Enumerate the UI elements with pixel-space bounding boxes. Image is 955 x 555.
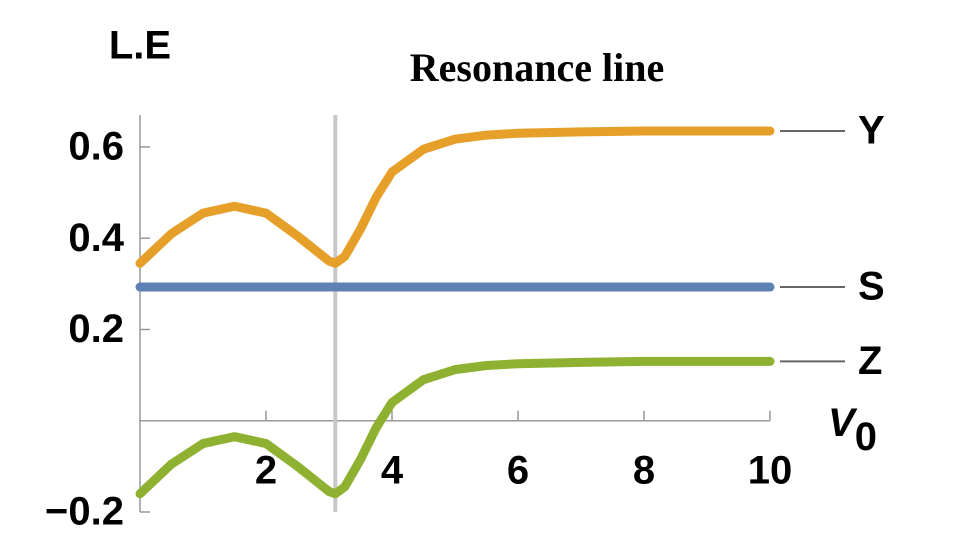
- x-axis-label: V0: [828, 401, 877, 459]
- x-tick-label: 6: [507, 448, 529, 492]
- x-axis-label-subscript: 0: [855, 415, 877, 459]
- series-line: [135, 356, 775, 499]
- y-axis-label: L.E: [109, 24, 171, 68]
- y-tick-label: −0.2: [45, 490, 124, 534]
- y-tick-label: 0.4: [68, 216, 124, 260]
- y-tick-label: 0.6: [68, 125, 124, 169]
- x-tick-label: 8: [633, 448, 655, 492]
- x-tick-label: 10: [748, 448, 793, 492]
- x-axis-label-main: V: [828, 401, 858, 445]
- legend-label: S: [858, 265, 885, 309]
- series-line: [135, 126, 775, 268]
- x-tick-label: 4: [381, 448, 404, 492]
- y-tick-label: 0.2: [68, 307, 124, 351]
- x-tick-label: 2: [255, 448, 277, 492]
- legend-label: Y: [858, 109, 885, 153]
- chart-title: Resonance line: [410, 45, 664, 90]
- legend-label: Z: [858, 339, 882, 383]
